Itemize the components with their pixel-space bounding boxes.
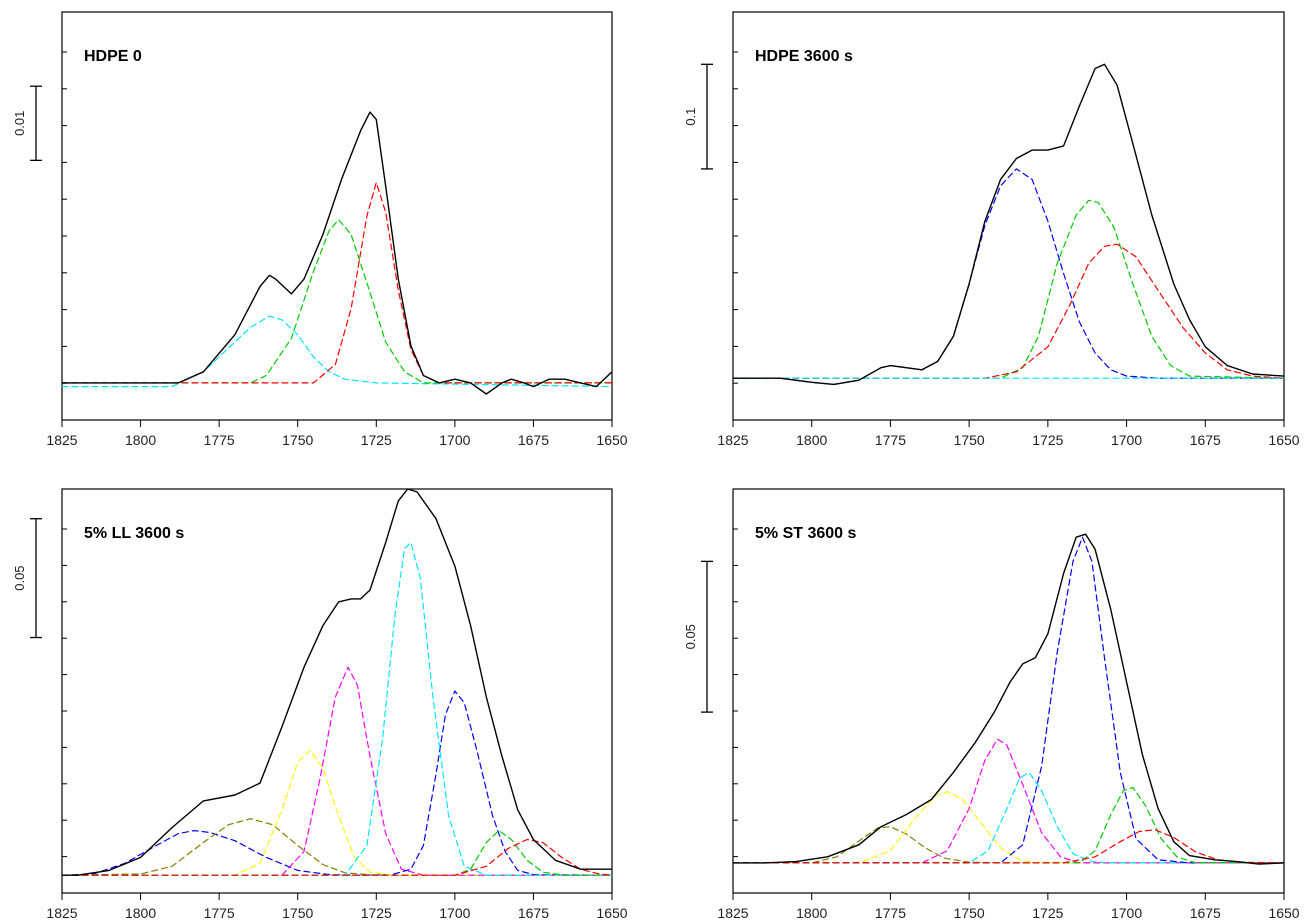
series-magenta-dashed-3: [733, 738, 1284, 864]
scale-bar-label: 0.05: [683, 624, 698, 649]
x-tick-label: 1750: [282, 432, 313, 448]
series-cyan-dashed-5: [62, 541, 612, 876]
plot-frame: [732, 488, 1285, 894]
series-cyan-dashed-1: [62, 315, 612, 388]
x-tick-label: 1700: [1111, 905, 1142, 921]
x-tick-label: 1725: [1032, 432, 1063, 448]
panel-title: 5% ST 3600 s: [755, 525, 857, 542]
x-tick-label: 1825: [46, 432, 77, 448]
x-tick-label: 1650: [596, 432, 627, 448]
x-tick-label: 1675: [1190, 905, 1221, 921]
series-green-dashed-2: [733, 199, 1284, 379]
scale-bar-label: 0.01: [12, 111, 27, 136]
x-tick-label: 1775: [875, 432, 906, 448]
x-tick-label: 1700: [439, 432, 470, 448]
series-blue-dashed-5: [733, 536, 1284, 864]
plot-frame: [61, 488, 613, 894]
series-green-dashed-2: [62, 219, 612, 384]
x-tick-label: 1725: [1032, 905, 1063, 921]
panel-title: HDPE 0: [84, 48, 142, 65]
plot-frame: [732, 11, 1285, 421]
x-tick-label: 1800: [125, 432, 156, 448]
series-yellow-dashed-3: [62, 749, 612, 876]
x-tick-label: 1800: [796, 905, 827, 921]
scale-bar-label: 0.1: [683, 108, 698, 126]
x-tick-label: 1725: [361, 432, 392, 448]
x-tick-label: 1825: [717, 905, 748, 921]
series-blue-dashed-1: [733, 168, 1284, 385]
x-tick-label: 1675: [518, 432, 549, 448]
series-green-dashed-6: [733, 786, 1284, 864]
x-tick-label: 1725: [361, 905, 392, 921]
series-total: [62, 489, 612, 876]
x-tick-label: 1825: [717, 432, 748, 448]
series-cyan-dashed-4: [733, 771, 1284, 864]
panel-title: 5% LL 3600 s: [84, 525, 184, 542]
x-tick-label: 1775: [875, 905, 906, 921]
scale-bar: 0.05: [683, 560, 713, 713]
x-tick-label: 1675: [1190, 432, 1221, 448]
panel-2: 1825 1800 1775 1750 1725 1700 1675 1650 0.1 HDPE …: [683, 11, 1300, 448]
series-red-dashed-3: [733, 243, 1284, 379]
x-tick-label: 1650: [596, 905, 627, 921]
x-tick-label: 1825: [46, 905, 77, 921]
scale-bar: 0.1: [683, 63, 713, 170]
x-tick-label: 1700: [439, 905, 470, 921]
series-red-dashed-3: [62, 182, 612, 384]
series-blue-dashed-1: [62, 690, 612, 876]
x-tick-label: 1800: [125, 905, 156, 921]
panel-title: HDPE 3600 s: [755, 48, 853, 65]
panel-3: 1825 1800 1775 1750 1725 1700 1675 1650 0.05 5% L…: [12, 488, 628, 921]
x-tick-label: 1650: [1268, 905, 1299, 921]
series-total: [733, 63, 1284, 386]
x-tick-label: 1775: [204, 905, 235, 921]
scale-bar: 0.01: [12, 85, 42, 162]
x-tick-label: 1650: [1268, 432, 1299, 448]
series-total: [62, 111, 612, 395]
scale-bar-label: 0.05: [12, 565, 27, 590]
series-yellow-dashed-2: [733, 791, 1284, 864]
x-tick-label: 1700: [1111, 432, 1142, 448]
panel-4: 1825 1800 1775 1750 1725 1700 1675 1650 0.05 5% S…: [683, 488, 1300, 921]
plot-frame: [61, 11, 613, 421]
series-total: [733, 533, 1284, 865]
x-tick-label: 1750: [954, 905, 985, 921]
x-tick-label: 1750: [954, 432, 985, 448]
x-tick-label: 1750: [282, 905, 313, 921]
x-tick-label: 1800: [796, 432, 827, 448]
scale-bar: 0.05: [12, 518, 42, 639]
series-olive-dashed-2: [62, 818, 612, 876]
panel-1: 1825 1800 1775 1750 1725 1700 1675 1650 0.01 HDPE…: [12, 11, 628, 448]
series-green-dashed-6: [62, 830, 612, 876]
series-magenta-dashed-4: [62, 666, 612, 876]
series-red-dashed-7: [733, 829, 1284, 864]
x-tick-label: 1675: [518, 905, 549, 921]
x-tick-label: 1775: [204, 432, 235, 448]
